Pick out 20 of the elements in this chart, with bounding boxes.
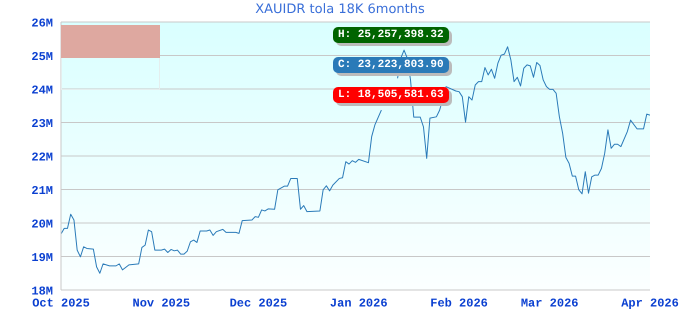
x-tick-label: Jan 2026	[330, 296, 388, 311]
y-tick-label: 25M	[31, 50, 53, 64]
annotation: L: 18,505,581.63	[333, 87, 449, 103]
annotation: C: 23,223,803.90	[333, 57, 449, 73]
x-tick-label: Mar 2026	[520, 296, 578, 311]
y-tick-label: 23M	[31, 116, 53, 131]
y-tick-label: 19M	[31, 250, 53, 265]
y-tick-label: 26M	[31, 16, 53, 30]
x-tick-label: Dec 2025	[230, 296, 288, 311]
x-tick-label: Nov 2025	[132, 296, 190, 311]
annotation: H: 25,257,398.32	[333, 27, 449, 43]
x-tick-label: Feb 2026	[430, 296, 488, 311]
chart-title: XAUIDR tola 18K 6months	[254, 2, 426, 17]
y-tick-label: 24M	[31, 83, 53, 98]
y-tick-label: 20M	[31, 217, 53, 232]
y-tick-label: 22M	[31, 150, 53, 164]
x-tick-label: Oct 2025	[32, 296, 90, 311]
y-tick-label: 21M	[31, 184, 53, 198]
y-tick-label: 18M	[31, 284, 53, 298]
x-tick-label: Apr 2026	[621, 296, 679, 311]
